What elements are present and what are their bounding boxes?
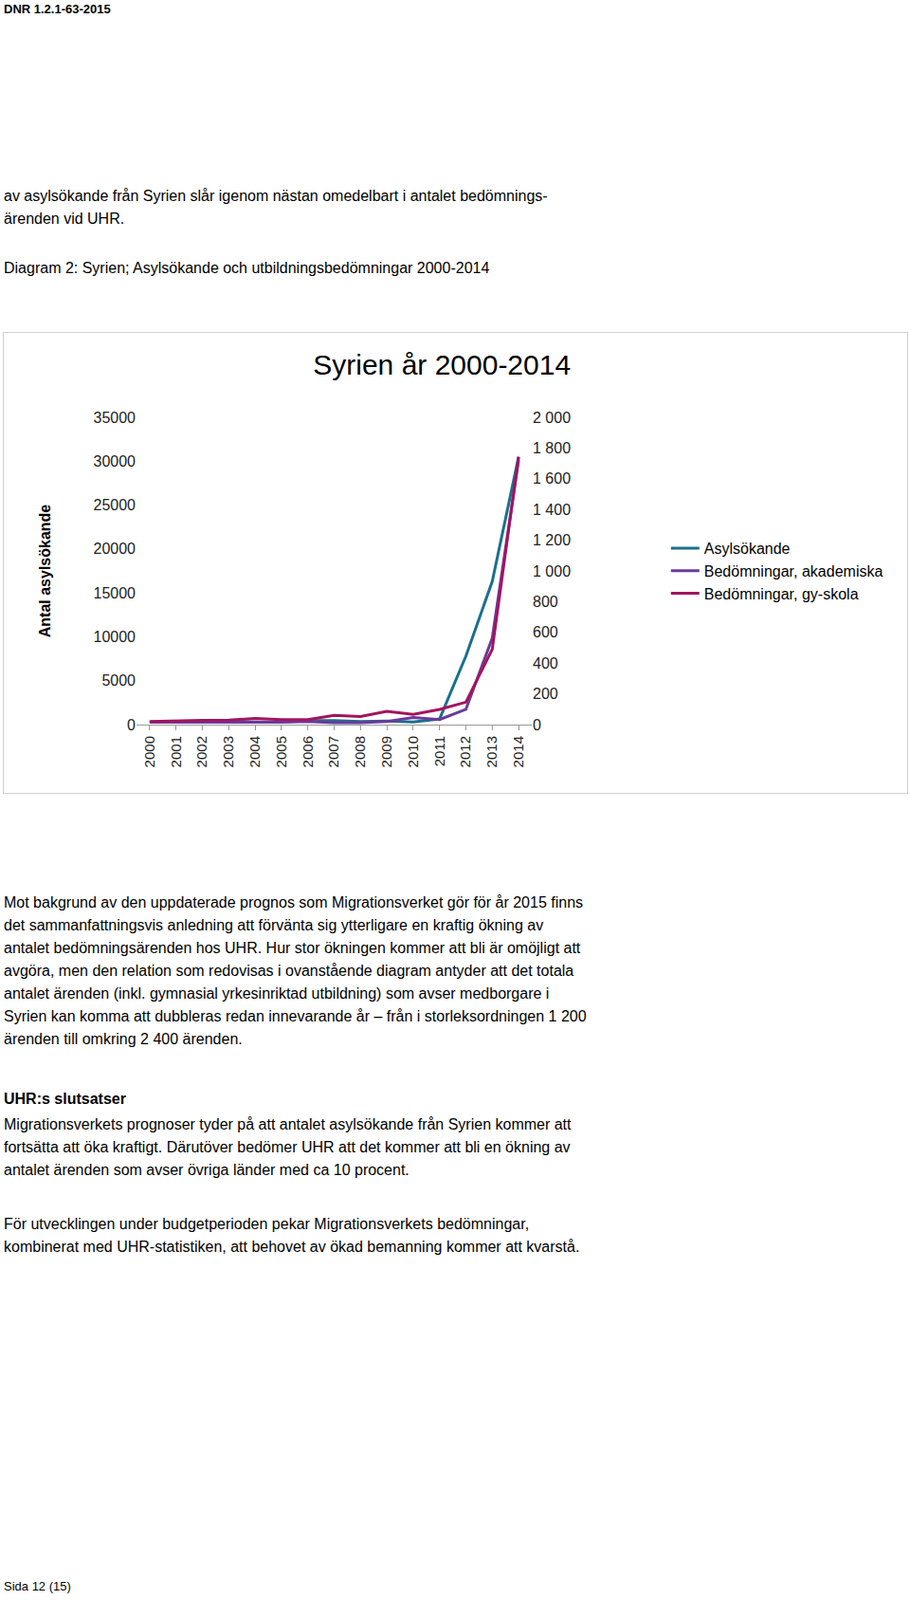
svg-text:20000: 20000 bbox=[93, 540, 137, 557]
svg-text:2006: 2006 bbox=[299, 735, 316, 767]
svg-text:2005: 2005 bbox=[273, 735, 290, 767]
svg-text:1 800: 1 800 bbox=[532, 439, 571, 456]
html-text:Diagram 2: Syrien; Asylsökande: Diagram 2: Syrien; Asylsökande och utbil… bbox=[3, 259, 490, 276]
svg-text:30000: 30000 bbox=[93, 453, 137, 470]
svg-text:2002: 2002 bbox=[193, 735, 210, 767]
svg-text:2011: 2011 bbox=[431, 735, 448, 766]
svg-text:2010: 2010 bbox=[404, 735, 421, 767]
svg-text:10000: 10000 bbox=[93, 628, 137, 645]
html-text:Sida 12 (15): Sida 12 (15) bbox=[3, 1578, 71, 1593]
svg-text:2000: 2000 bbox=[141, 735, 158, 767]
html-text:kombinerat med UHR-statistiken: kombinerat med UHR-statistiken, att beho… bbox=[3, 1237, 580, 1255]
html-text:fortsätta att öka kraftigt. Dä: fortsätta att öka kraftigt. Därutöver be… bbox=[3, 1138, 571, 1155]
svg-text:Syrien år 2000-2014: Syrien år 2000-2014 bbox=[312, 348, 571, 381]
svg-text:1 200: 1 200 bbox=[532, 531, 571, 548]
svg-text:800: 800 bbox=[532, 593, 559, 610]
html-text:UHR:s slutsatser: UHR:s slutsatser bbox=[3, 1090, 126, 1107]
svg-text:2004: 2004 bbox=[246, 735, 263, 767]
svg-text:2001: 2001 bbox=[167, 735, 184, 767]
html-text:av asylsökande från Syrien slå: av asylsökande från Syrien slår igenom n… bbox=[3, 187, 548, 204]
svg-text:25000: 25000 bbox=[93, 496, 137, 513]
svg-text:1 400: 1 400 bbox=[532, 501, 571, 518]
svg-text:2014: 2014 bbox=[509, 735, 527, 767]
html-text:det sammanfattningsvis anledni: det sammanfattningsvis anledning att för… bbox=[3, 916, 544, 933]
svg-text:2012: 2012 bbox=[456, 735, 474, 767]
html-text:avgöra, men den relation som r: avgöra, men den relation som redovisas i… bbox=[3, 962, 574, 979]
svg-text:2007: 2007 bbox=[325, 735, 342, 767]
svg-text:1 000: 1 000 bbox=[532, 563, 571, 580]
svg-text:5000: 5000 bbox=[101, 672, 136, 689]
svg-text:35000: 35000 bbox=[93, 409, 137, 426]
svg-text:15000: 15000 bbox=[93, 584, 137, 601]
svg-text:1 600: 1 600 bbox=[532, 470, 571, 487]
html-text:antalet ärenden (inkl. gymnasi: antalet ärenden (inkl. gymnasial yrkesin… bbox=[3, 984, 550, 1001]
svg-text:Bedömningar, akademiska: Bedömningar, akademiska bbox=[704, 563, 884, 580]
svg-text:Asylsökande: Asylsökande bbox=[704, 540, 791, 557]
svg-text:Antal asylsökande: Antal asylsökande bbox=[36, 504, 54, 638]
svg-text:400: 400 bbox=[532, 655, 559, 672]
html-text:antalet bedömningsärenden hos: antalet bedömningsärenden hos UHR. Hur s… bbox=[3, 939, 581, 956]
svg-text:2 000: 2 000 bbox=[532, 409, 571, 426]
html-text:För utvecklingen under budgetp: För utvecklingen under budgetperioden pe… bbox=[3, 1215, 530, 1232]
html-text:Mot bakgrund av den uppdaterad: Mot bakgrund av den uppdaterade prognos … bbox=[3, 893, 583, 910]
html-text:DNR 1.2.1-63-2015: DNR 1.2.1-63-2015 bbox=[3, 1, 111, 17]
svg-text:600: 600 bbox=[532, 623, 559, 640]
html-text:ärenden till omkring 2 400 äre: ärenden till omkring 2 400 ärenden. bbox=[3, 1030, 243, 1047]
svg-text:2009: 2009 bbox=[378, 735, 395, 767]
html-text:Syrien kan komma att dubbleras: Syrien kan komma att dubbleras redan inn… bbox=[3, 1007, 587, 1024]
svg-text:2008: 2008 bbox=[351, 735, 368, 767]
svg-text:0: 0 bbox=[127, 716, 136, 733]
svg-text:Bedömningar, gy-skola: Bedömningar, gy-skola bbox=[704, 585, 859, 602]
svg-text:2003: 2003 bbox=[219, 735, 237, 767]
svg-text:0: 0 bbox=[532, 716, 542, 733]
svg-text:200: 200 bbox=[532, 685, 559, 702]
html-text:antalet ärenden som avser övri: antalet ärenden som avser övriga länder … bbox=[3, 1161, 410, 1178]
html-text:ärenden vid UHR.: ärenden vid UHR. bbox=[3, 210, 125, 227]
svg-text:2013: 2013 bbox=[483, 735, 500, 767]
html-text:Migrationsverkets prognoser ty: Migrationsverkets prognoser tyder på att… bbox=[3, 1115, 572, 1132]
